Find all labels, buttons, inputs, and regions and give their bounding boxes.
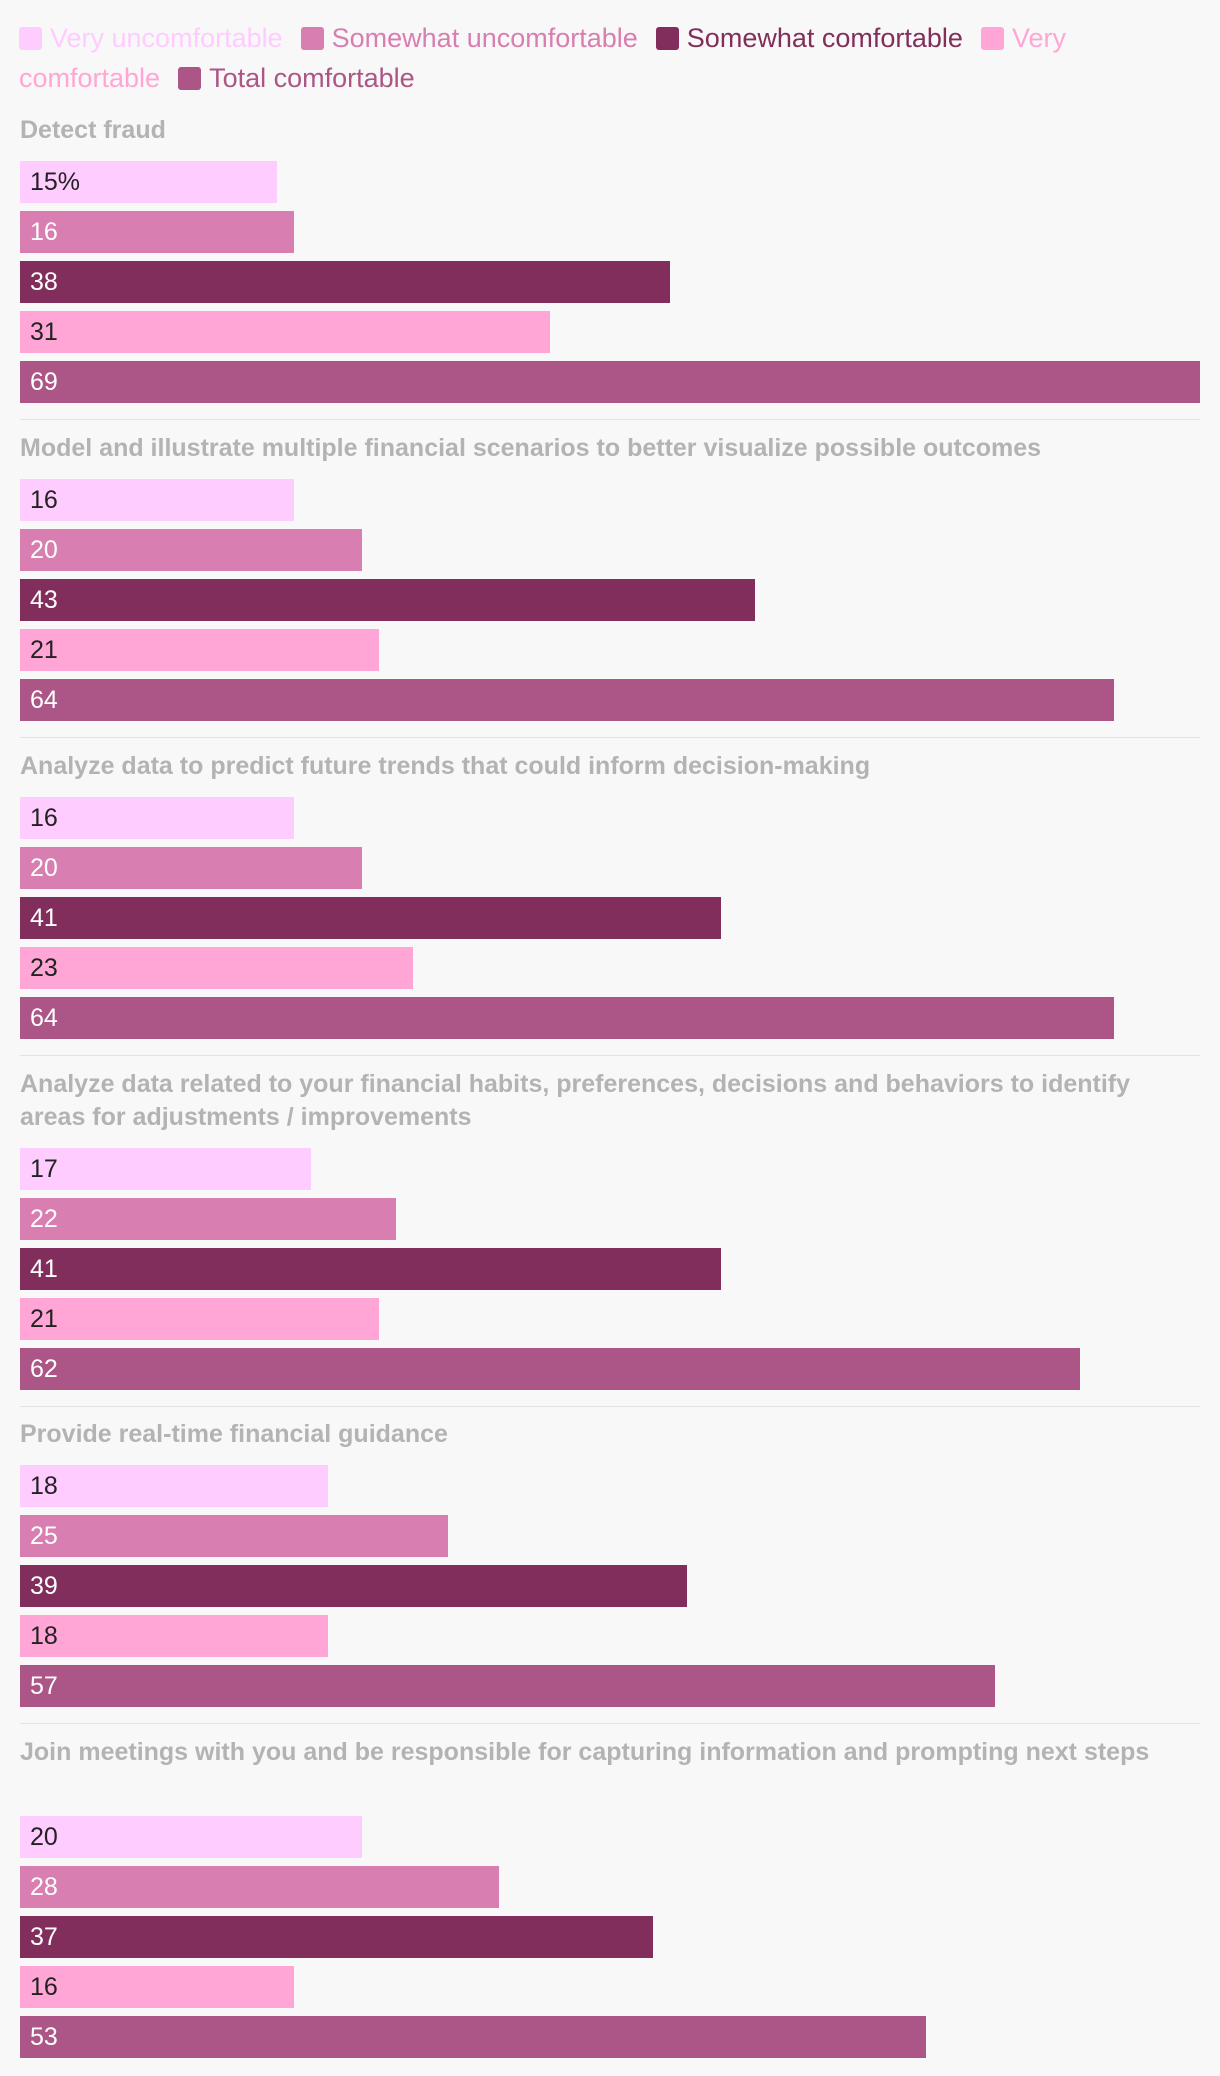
bar-value-label: 18 xyxy=(30,1622,58,1650)
bar-value-label: 20 xyxy=(30,854,58,882)
bar-value-label: 22 xyxy=(30,1205,58,1233)
bar-value-label: 20 xyxy=(30,536,58,564)
legend-swatch xyxy=(300,27,324,50)
bar-value-label: 41 xyxy=(30,1255,58,1283)
bar xyxy=(20,1565,687,1607)
bar-value-label: 21 xyxy=(30,636,58,664)
legend-label: Total comfortable xyxy=(209,63,415,93)
group-title: Detect fraud xyxy=(20,116,166,144)
bar xyxy=(20,997,1115,1039)
bar xyxy=(20,1148,311,1190)
bar xyxy=(20,1515,448,1557)
group-title: Model and illustrate multiple financial … xyxy=(20,434,1042,462)
legend-swatch xyxy=(178,67,202,90)
group-title: Join meetings with you and be responsibl… xyxy=(20,1738,1150,1766)
group-divider xyxy=(20,419,1200,420)
bar xyxy=(20,161,277,203)
bar-value-label: 17 xyxy=(30,1155,58,1183)
bar xyxy=(20,1348,1081,1390)
bar-value-label: 25 xyxy=(30,1522,58,1550)
legend-label: Very comfortable xyxy=(19,23,1066,93)
legend-swatch xyxy=(19,27,42,50)
bar-value-label: 31 xyxy=(30,318,58,346)
bar xyxy=(20,1298,380,1340)
group-title: Analyze data to predict future trends th… xyxy=(20,752,871,780)
bar xyxy=(20,529,363,571)
bar-value-label: 64 xyxy=(30,1004,58,1032)
group-divider xyxy=(20,1406,1200,1407)
bar xyxy=(20,361,1200,403)
bar xyxy=(20,947,414,989)
bar xyxy=(20,2016,927,2058)
group-title: Analyze data related to your financial h… xyxy=(20,1070,1131,1131)
bar-value-label: 38 xyxy=(30,268,58,296)
bar xyxy=(20,1465,328,1507)
legend-item: Somewhat comfortable xyxy=(655,23,963,53)
group-divider xyxy=(20,1723,1200,1724)
bar xyxy=(20,211,294,253)
bar-value-label: 16 xyxy=(30,218,58,246)
bar-value-label: 37 xyxy=(30,1923,58,1951)
bar-value-label: 64 xyxy=(30,686,58,714)
bar-value-label: 16 xyxy=(30,486,58,514)
bar-value-label: 69 xyxy=(30,368,58,396)
legend-label: Somewhat uncomfortable xyxy=(331,23,638,53)
bar-value-label: 53 xyxy=(30,2023,58,2051)
bar-value-label: 39 xyxy=(30,1572,58,1600)
bar-value-label: 23 xyxy=(30,954,58,982)
bar xyxy=(20,1198,397,1240)
bar-value-label: 16 xyxy=(30,1973,58,2001)
legend-label: Somewhat comfortable xyxy=(686,23,963,53)
legend-label: Very uncomfortable xyxy=(50,23,283,53)
bar xyxy=(20,1665,995,1707)
group-divider xyxy=(20,1055,1200,1056)
legend-item: Total comfortable xyxy=(178,63,415,93)
bar xyxy=(20,579,756,621)
bar xyxy=(20,1866,499,1908)
legend-item: Somewhat uncomfortable xyxy=(300,23,638,53)
group-title: Provide real-time financial guidance xyxy=(20,1420,448,1448)
bar xyxy=(20,261,670,303)
bar xyxy=(20,1615,328,1657)
legend-swatch xyxy=(980,27,1004,50)
bar-value-label: 43 xyxy=(30,586,58,614)
legend: Very uncomfortable Somewhat uncomfortable… xyxy=(19,18,1199,98)
group-divider xyxy=(20,737,1200,738)
bar xyxy=(20,797,294,839)
bar xyxy=(20,1816,363,1858)
bar-value-label: 20 xyxy=(30,1823,58,1851)
bar xyxy=(20,679,1115,721)
bar-value-label: 18 xyxy=(30,1472,58,1500)
bar xyxy=(20,1916,653,1958)
legend-item: Very comfortable xyxy=(19,23,1066,93)
bar xyxy=(20,847,363,889)
bar-value-label: 28 xyxy=(30,1873,58,1901)
legend-item: Very uncomfortable xyxy=(19,23,283,53)
bar-value-label: 41 xyxy=(30,904,58,932)
bar-value-label: 57 xyxy=(30,1672,58,1700)
bar-value-label: 21 xyxy=(30,1305,58,1333)
bar-value-label: 15% xyxy=(30,168,81,196)
bar-value-label: 62 xyxy=(30,1355,58,1383)
bar xyxy=(20,1966,294,2008)
bar xyxy=(20,311,551,353)
legend-swatch xyxy=(655,27,679,50)
bar xyxy=(20,1248,722,1290)
bar xyxy=(20,897,722,939)
bar-value-label: 16 xyxy=(30,804,58,832)
bar xyxy=(20,629,380,671)
bar xyxy=(20,479,294,521)
